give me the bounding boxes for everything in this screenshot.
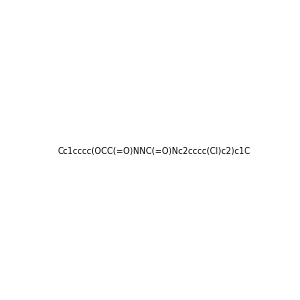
Text: Cc1cccc(OCC(=O)NNC(=O)Nc2cccc(Cl)c2)c1C: Cc1cccc(OCC(=O)NNC(=O)Nc2cccc(Cl)c2)c1C — [57, 147, 250, 156]
